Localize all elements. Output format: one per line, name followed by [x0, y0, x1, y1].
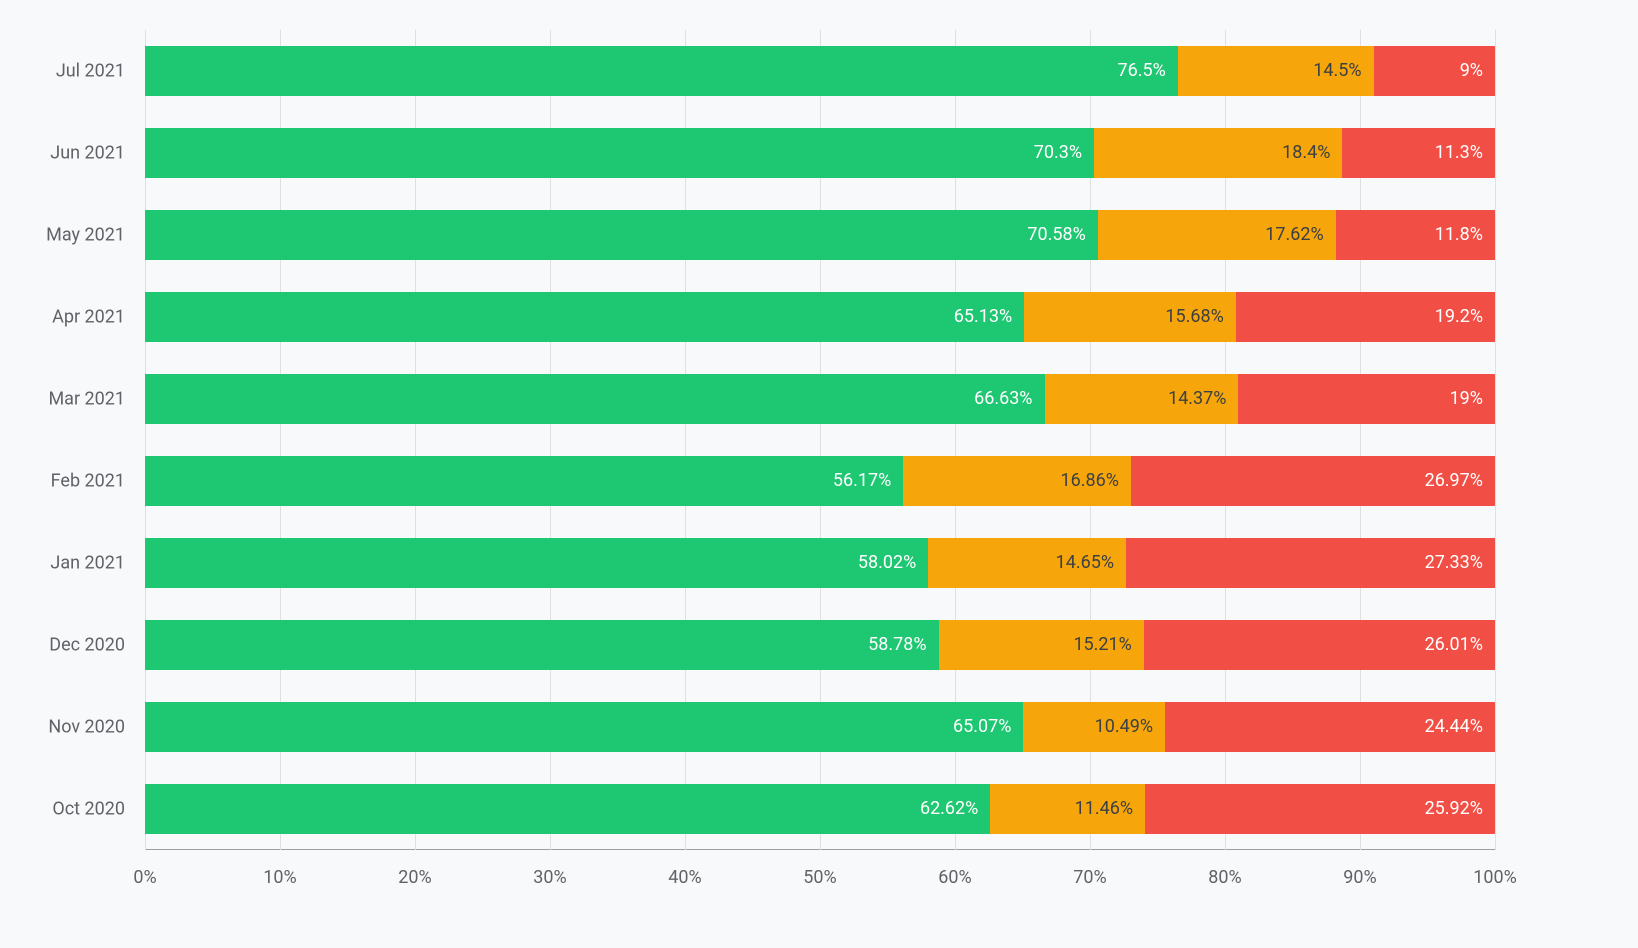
bar-segment-label: 14.37% [1168, 388, 1226, 409]
bar-segment-green: 70.58% [145, 210, 1098, 261]
bar-segment-label: 11.3% [1435, 142, 1483, 163]
x-tick-label: 10% [263, 867, 296, 888]
bar-segment-red: 24.44% [1165, 702, 1495, 753]
bar-segment-orange: 18.4% [1094, 128, 1342, 179]
y-tick-label: Mar 2021 [48, 389, 145, 410]
bar-segment-orange: 11.46% [990, 784, 1145, 835]
x-tick-label: 40% [668, 867, 701, 888]
bar-segment-label: 27.33% [1425, 552, 1483, 573]
bar-row: 76.5% 14.5% 9% [145, 46, 1495, 97]
bar-segment-label: 25.92% [1425, 798, 1483, 819]
bar-segment-label: 15.68% [1165, 306, 1223, 327]
bar-segment-red: 25.92% [1145, 784, 1495, 835]
x-tick-label: 70% [1073, 867, 1106, 888]
bar-segment-label: 19.2% [1435, 306, 1483, 327]
y-tick-label: Oct 2020 [52, 799, 145, 820]
bar-segment-label: 62.62% [920, 798, 978, 819]
bar-segment-red: 11.3% [1342, 128, 1495, 179]
y-tick-label: May 2021 [46, 225, 145, 246]
bar-segment-label: 65.07% [953, 716, 1011, 737]
bar-segment-orange: 14.37% [1045, 374, 1239, 425]
bar-segment-label: 14.65% [1056, 552, 1114, 573]
bar-segment-green: 76.5% [145, 46, 1178, 97]
y-tick-label: Apr 2021 [52, 307, 145, 328]
bar-segment-green: 58.02% [145, 538, 928, 589]
bar-segment-label: 65.13% [954, 306, 1012, 327]
x-tick-label: 60% [938, 867, 971, 888]
bar-segment-red: 19.2% [1236, 292, 1495, 343]
bar-segment-label: 15.21% [1073, 634, 1131, 655]
bar-segment-green: 66.63% [145, 374, 1045, 425]
y-tick-label: Jan 2021 [50, 553, 145, 574]
bar-row: 56.17% 16.86% 26.97% [145, 456, 1495, 507]
x-gridline [1495, 30, 1496, 850]
bar-segment-orange: 15.68% [1024, 292, 1236, 343]
bar-row: 58.02% 14.65% 27.33% [145, 538, 1495, 589]
bar-segment-green: 65.13% [145, 292, 1024, 343]
bar-row: 70.3% 18.4% 11.3% [145, 128, 1495, 179]
bar-row: 66.63% 14.37% 19% [145, 374, 1495, 425]
bar-segment-label: 18.4% [1282, 142, 1330, 163]
x-tick-label: 50% [803, 867, 836, 888]
bar-segment-label: 17.62% [1265, 224, 1323, 245]
x-tick-label: 100% [1473, 867, 1517, 888]
bar-segment-orange: 17.62% [1098, 210, 1336, 261]
bar-segment-label: 11.46% [1075, 798, 1133, 819]
bar-segment-green: 56.17% [145, 456, 903, 507]
bar-segment-label: 24.44% [1425, 716, 1483, 737]
bar-segment-label: 70.58% [1027, 224, 1085, 245]
bar-segment-label: 76.5% [1117, 60, 1165, 81]
bar-segment-label: 10.49% [1095, 716, 1153, 737]
bar-segment-label: 14.5% [1313, 60, 1361, 81]
bar-row: 58.78% 15.21% 26.01% [145, 620, 1495, 671]
bar-segment-orange: 10.49% [1023, 702, 1165, 753]
bar-segment-label: 58.02% [858, 552, 916, 573]
bar-segment-orange: 14.5% [1178, 46, 1374, 97]
bar-segment-label: 9% [1460, 60, 1483, 81]
bar-segment-red: 9% [1374, 46, 1496, 97]
bar-segment-label: 66.63% [974, 388, 1032, 409]
bar-segment-red: 11.8% [1336, 210, 1495, 261]
x-tick-label: 80% [1208, 867, 1241, 888]
bar-segment-orange: 15.21% [939, 620, 1144, 671]
bar-row: 65.07% 10.49% 24.44% [145, 702, 1495, 753]
bar-segment-green: 62.62% [145, 784, 990, 835]
bar-segment-label: 11.8% [1435, 224, 1483, 245]
x-tick-label: 0% [133, 867, 156, 888]
bar-segment-red: 27.33% [1126, 538, 1495, 589]
bar-segment-red: 19% [1238, 374, 1495, 425]
bar-segment-label: 70.3% [1034, 142, 1082, 163]
x-tick-label: 30% [533, 867, 566, 888]
plot-area: 0%10%20%30%40%50%60%70%80%90%100%Jul 202… [145, 30, 1495, 850]
bar-segment-green: 65.07% [145, 702, 1023, 753]
bar-segment-label: 58.78% [868, 634, 926, 655]
y-tick-label: Feb 2021 [51, 471, 145, 492]
y-tick-label: Jul 2021 [56, 61, 145, 82]
bar-segment-label: 26.01% [1425, 634, 1483, 655]
x-tick-label: 20% [398, 867, 431, 888]
y-tick-label: Jun 2021 [50, 143, 145, 164]
bar-segment-green: 70.3% [145, 128, 1094, 179]
stacked-bar-chart: 0% 10% 20% 30% 40% 50% 60% 70% 80% 90% 100% Jul 202… [0, 0, 1638, 948]
bar-segment-orange: 14.65% [928, 538, 1126, 589]
bar-segment-orange: 16.86% [903, 456, 1131, 507]
bar-segment-red: 26.01% [1144, 620, 1495, 671]
x-tick-label: 90% [1343, 867, 1376, 888]
bar-segment-label: 26.97% [1425, 470, 1483, 491]
y-tick-label: Nov 2020 [48, 717, 145, 738]
bar-row: 62.62% 11.46% 25.92% [145, 784, 1495, 835]
bar-segment-label: 19% [1450, 388, 1483, 409]
bar-segment-red: 26.97% [1131, 456, 1495, 507]
bar-segment-label: 56.17% [833, 470, 891, 491]
bar-segment-green: 58.78% [145, 620, 939, 671]
bar-row: 65.13% 15.68% 19.2% [145, 292, 1495, 343]
y-tick-label: Dec 2020 [49, 635, 145, 656]
bar-segment-label: 16.86% [1060, 470, 1118, 491]
bar-row: 70.58% 17.62% 11.8% [145, 210, 1495, 261]
